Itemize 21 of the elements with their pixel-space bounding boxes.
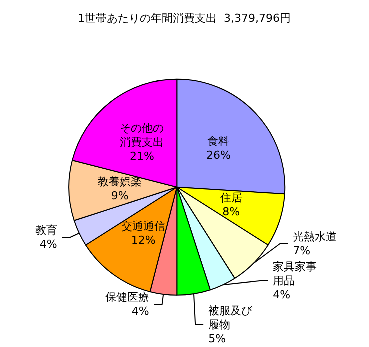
data-label: 12%: [131, 234, 156, 247]
slice-label: 保健医療: [105, 290, 150, 304]
data-label: 7%: [293, 244, 311, 258]
data-label: 4%: [40, 238, 58, 252]
data-label: 9%: [111, 190, 129, 203]
data-label: 26%: [206, 148, 231, 162]
slice-label: 教養娯楽: [98, 176, 142, 189]
slice-label: 家具家事用品: [273, 260, 318, 288]
chart-title: 1世帯あたりの年間消費支出 3,379,796円: [78, 12, 291, 25]
data-label: 21%: [130, 150, 154, 163]
slice-label: 食料: [208, 134, 230, 148]
data-label: 4%: [132, 304, 150, 318]
data-label: 5%: [208, 332, 226, 346]
slice-label: 光熱水道: [293, 230, 338, 244]
slice-label: 住居: [220, 191, 242, 204]
slice-label: 教育: [35, 224, 58, 238]
data-label: 4%: [273, 288, 291, 302]
data-label: 8%: [222, 205, 240, 218]
slice-label: 交通通信: [122, 220, 166, 233]
slice-label: その他の消費支出: [120, 122, 164, 149]
slice-label: 被服及び履物: [208, 304, 254, 332]
